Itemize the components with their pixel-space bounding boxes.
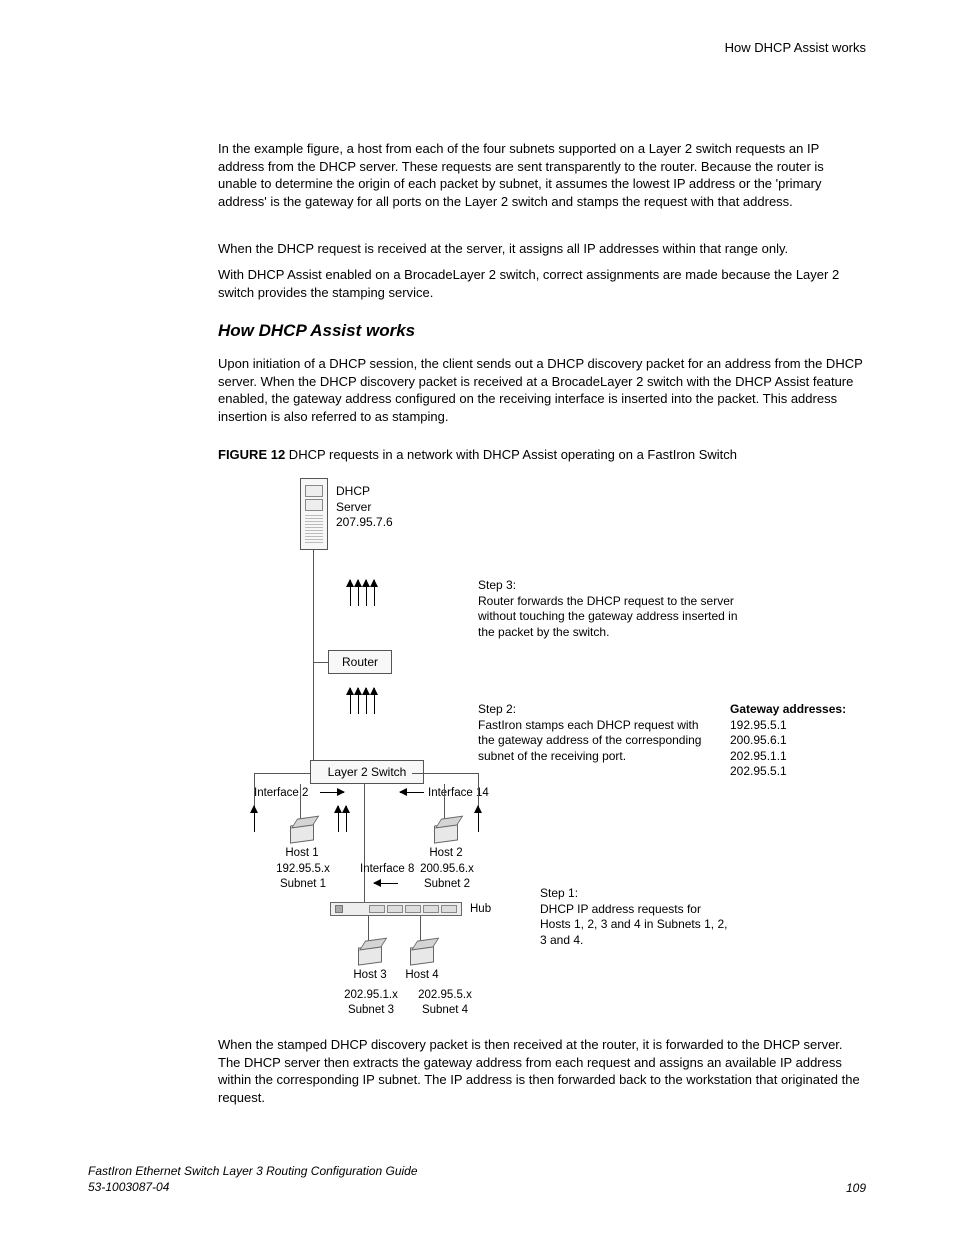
host1-ip: 192.95.5.x (268, 862, 338, 877)
host4-net: 202.95.5.x Subnet 4 (410, 988, 480, 1018)
host2-ip: 200.95.6.x (412, 862, 482, 877)
server-title: DHCP (336, 484, 393, 500)
hub-icon (330, 902, 462, 916)
para-1: In the example figure, a host from each … (218, 140, 866, 210)
figure-caption: FIGURE 12 DHCP requests in a network wit… (218, 446, 866, 464)
iface14-label: Interface 14 (428, 786, 489, 801)
step2-body: FastIron stamps each DHCP request with t… (478, 718, 718, 765)
gw-addr-1: 192.95.5.1 (730, 718, 890, 734)
host4-name: Host 4 (392, 968, 452, 983)
host4-subnet: Subnet 4 (410, 1003, 480, 1018)
iface8-label: Interface 8 (360, 862, 414, 877)
step1-text: Step 1: DHCP IP address requests for Hos… (540, 886, 730, 948)
host4-icon (410, 944, 434, 965)
step1-body: DHCP IP address requests for Hosts 1, 2,… (540, 902, 730, 949)
host1-label: Host 1 (272, 846, 332, 861)
step3-body: Router forwards the DHCP request to the … (478, 594, 738, 641)
figure-caption-text: DHCP requests in a network with DHCP Ass… (285, 447, 737, 462)
host3-subnet: Subnet 3 (336, 1003, 406, 1018)
host3-net: 202.95.1.x Subnet 3 (336, 988, 406, 1018)
host3-icon (358, 944, 382, 965)
host4-ip: 202.95.5.x (410, 988, 480, 1003)
router-node: Router (328, 650, 392, 674)
dhcp-server-label: DHCP Server 207.95.7.6 (336, 484, 393, 531)
footer-title: FastIron Ethernet Switch Layer 3 Routing… (88, 1163, 418, 1179)
hub-label: Hub (470, 902, 491, 917)
page-footer: FastIron Ethernet Switch Layer 3 Routing… (88, 1163, 866, 1195)
host1-net: 192.95.5.x Subnet 1 (268, 862, 338, 892)
step2-title: Step 2: (478, 702, 718, 718)
step1-title: Step 1: (540, 886, 730, 902)
para-4: Upon initiation of a DHCP session, the c… (218, 355, 866, 425)
para-2: When the DHCP request is received at the… (218, 240, 866, 258)
gw-title: Gateway addresses: (730, 702, 890, 718)
host2-subnet: Subnet 2 (412, 877, 482, 892)
server-subtitle: Server (336, 500, 393, 516)
gw-addr-4: 202.95.5.1 (730, 764, 890, 780)
section-heading: How DHCP Assist works (218, 320, 866, 343)
footer-docnum: 53-1003087-04 (88, 1179, 418, 1195)
host2-net: 200.95.6.x Subnet 2 (412, 862, 482, 892)
server-ip: 207.95.7.6 (336, 515, 393, 531)
host2-name: Host 2 (416, 846, 476, 861)
figure-number: FIGURE 12 (218, 447, 285, 462)
host2-icon (434, 822, 458, 843)
para-3: With DHCP Assist enabled on a BrocadeLay… (218, 266, 866, 301)
para-5: When the stamped DHCP discovery packet i… (218, 1036, 866, 1106)
l2-switch-node: Layer 2 Switch (310, 760, 424, 784)
step2-text: Step 2: FastIron stamps each DHCP reques… (478, 702, 718, 764)
figure-diagram: DHCP Server 207.95.7.6 Router Layer 2 Sw… (260, 470, 900, 1070)
host2-label: Host 2 (416, 846, 476, 861)
host3-name: Host 3 (340, 968, 400, 983)
host3-ip: 202.95.1.x (336, 988, 406, 1003)
step3-text: Step 3: Router forwards the DHCP request… (478, 578, 738, 640)
gw-block: Gateway addresses: 192.95.5.1 200.95.6.1… (730, 702, 890, 780)
gw-addr-3: 202.95.1.1 (730, 749, 890, 765)
dhcp-server-icon (300, 478, 328, 550)
page-number: 109 (846, 1181, 866, 1195)
host1-icon (290, 822, 314, 843)
step3-title: Step 3: (478, 578, 738, 594)
gw-addr-2: 200.95.6.1 (730, 733, 890, 749)
running-head: How DHCP Assist works (725, 40, 866, 55)
host1-name: Host 1 (272, 846, 332, 861)
host1-subnet: Subnet 1 (268, 877, 338, 892)
